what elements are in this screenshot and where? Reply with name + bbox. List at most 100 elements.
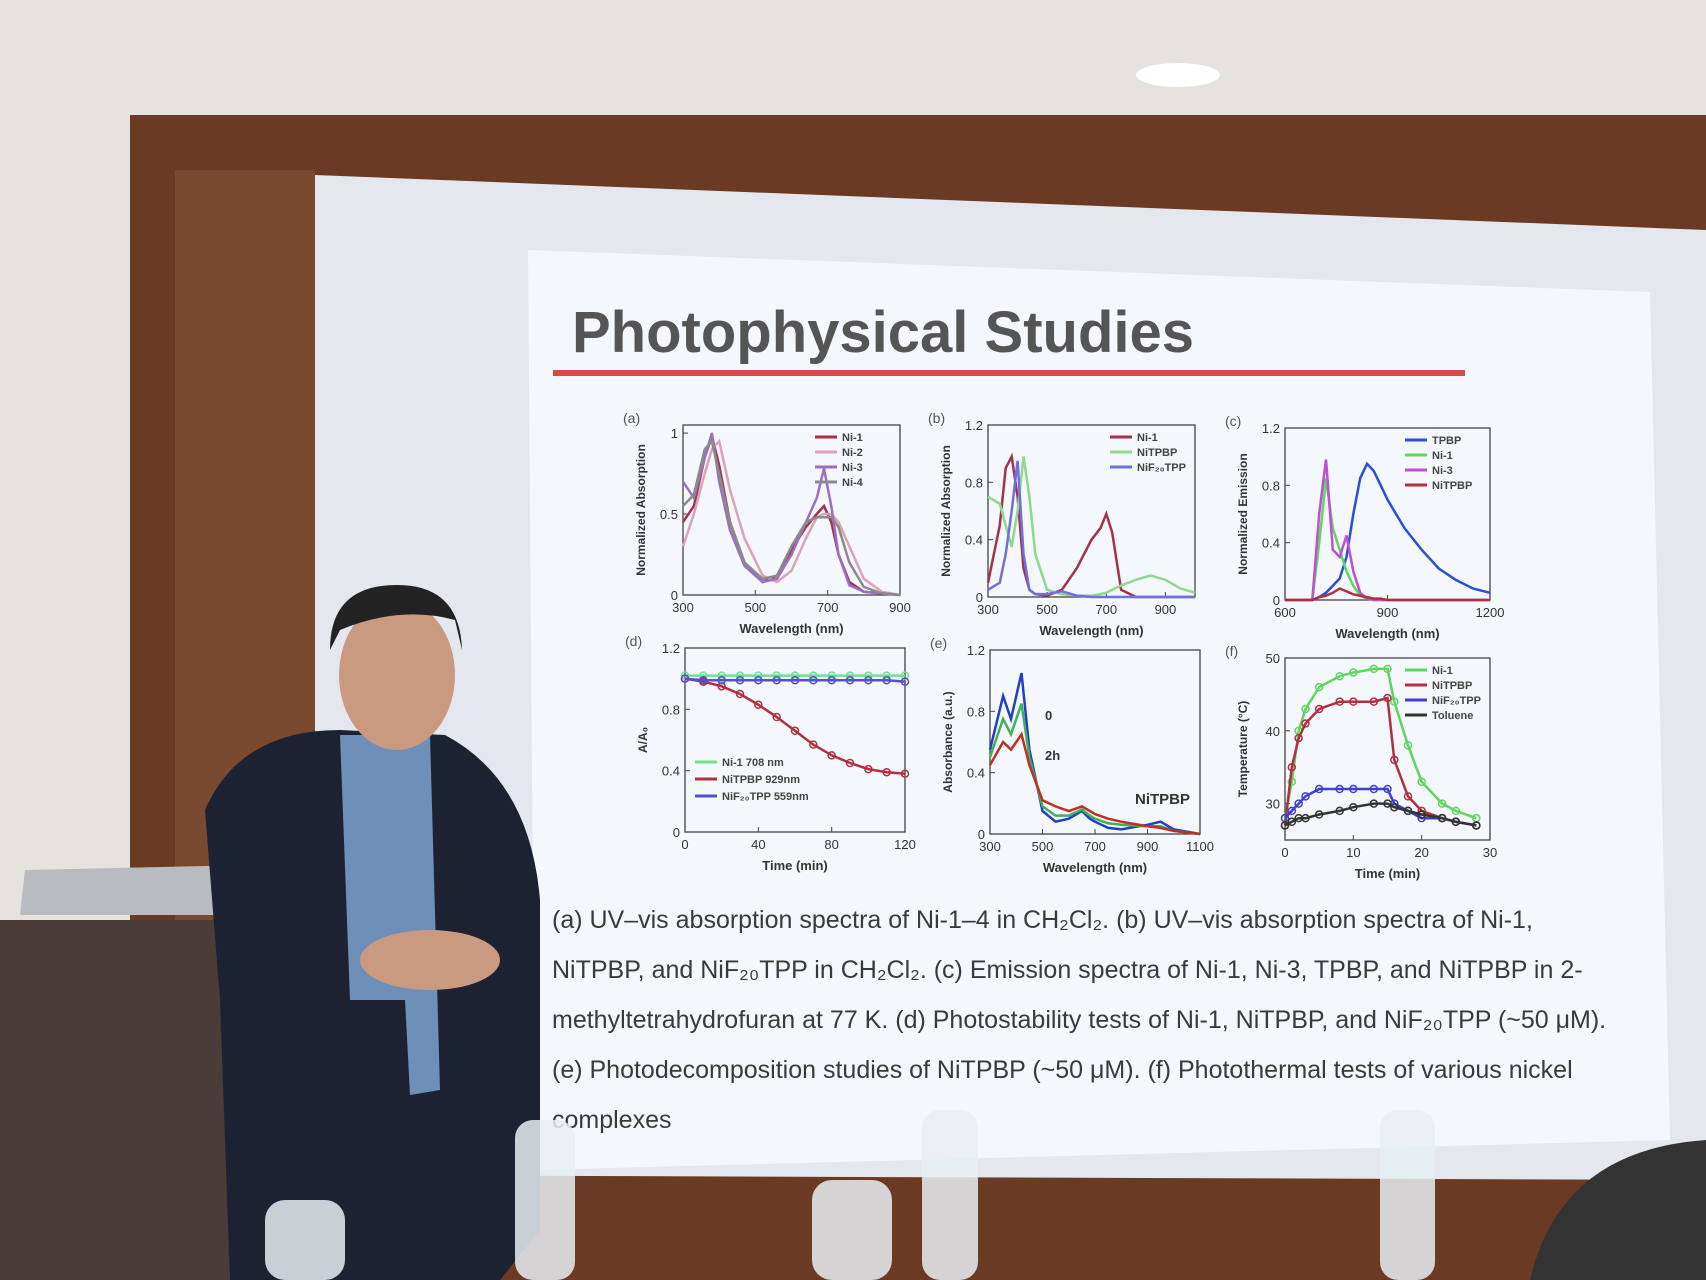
annotation: 0 bbox=[1045, 708, 1052, 723]
data-point bbox=[1390, 802, 1399, 812]
data-point bbox=[1369, 664, 1379, 674]
data-point bbox=[809, 740, 818, 749]
series-line bbox=[987, 460, 1195, 599]
data-point bbox=[1294, 733, 1303, 743]
x-axis-label: Time (min) bbox=[762, 858, 828, 873]
y-tick-label: 0.4 bbox=[965, 533, 983, 548]
series-line bbox=[1285, 461, 1491, 602]
y-tick-label: 0 bbox=[978, 827, 985, 842]
legend-label: NiTPBP 929nm bbox=[722, 774, 800, 786]
x-tick-label: 10 bbox=[1346, 845, 1360, 860]
x-tick-label: 40 bbox=[751, 837, 765, 852]
x-tick-label: 300 bbox=[979, 839, 1001, 854]
y-tick-label: 0 bbox=[673, 825, 680, 840]
data-point bbox=[1403, 792, 1413, 801]
data-point bbox=[754, 700, 763, 709]
y-axis-label: Normalized Absorption bbox=[939, 445, 953, 577]
data-point bbox=[1287, 777, 1297, 787]
legend-label: NiF₂₀TPP bbox=[1137, 462, 1186, 474]
x-tick-label: 900 bbox=[1137, 839, 1159, 854]
data-point bbox=[1287, 762, 1297, 772]
data-point bbox=[1301, 704, 1310, 714]
x-axis-label: Wavelength (nm) bbox=[1039, 623, 1143, 638]
y-tick-label: 40 bbox=[1266, 724, 1280, 739]
data-point bbox=[1472, 821, 1481, 830]
data-point bbox=[1349, 668, 1358, 677]
data-point bbox=[735, 675, 745, 685]
data-point bbox=[1369, 697, 1379, 706]
y-tick-label: 0.4 bbox=[1262, 536, 1280, 551]
panel-label: (e) bbox=[930, 635, 947, 651]
x-tick-label: 0 bbox=[1281, 845, 1288, 860]
annotation: 2h bbox=[1045, 748, 1060, 763]
data-point bbox=[772, 712, 781, 722]
legend-label: Ni-2 bbox=[842, 447, 863, 459]
data-point bbox=[1280, 821, 1290, 830]
data-point bbox=[845, 758, 855, 768]
data-point bbox=[1417, 810, 1426, 819]
y-tick-label: 1 bbox=[671, 426, 678, 441]
x-tick-label: 1100 bbox=[1186, 839, 1214, 854]
data-point bbox=[717, 675, 726, 685]
data-point bbox=[717, 682, 726, 691]
y-tick-label: 1.2 bbox=[967, 643, 985, 658]
legend-label: NiTPBP bbox=[1432, 480, 1472, 492]
data-point bbox=[1383, 784, 1392, 794]
data-point bbox=[1437, 799, 1447, 808]
data-point bbox=[1287, 817, 1297, 827]
y-tick-label: 1.2 bbox=[1262, 421, 1280, 436]
data-point bbox=[827, 675, 836, 685]
series-line bbox=[681, 438, 901, 597]
x-tick-label: 900 bbox=[1155, 602, 1177, 617]
x-tick-label: 700 bbox=[817, 600, 839, 615]
y-tick-label: 0.8 bbox=[967, 704, 985, 719]
y-axis-label: A/A₀ bbox=[636, 727, 650, 753]
data-point bbox=[1301, 792, 1310, 801]
x-tick-label: 0 bbox=[681, 837, 688, 852]
data-point bbox=[882, 767, 891, 777]
data-point bbox=[864, 764, 873, 774]
data-point bbox=[900, 677, 910, 686]
y-tick-label: 0.4 bbox=[662, 764, 680, 779]
x-tick-label: 30 bbox=[1483, 845, 1497, 860]
y-tick-label: 0.4 bbox=[967, 766, 985, 781]
y-tick-label: 1.2 bbox=[662, 641, 680, 656]
data-point bbox=[900, 769, 910, 778]
series-line bbox=[684, 677, 906, 775]
series-line bbox=[988, 731, 1201, 836]
series-line bbox=[684, 677, 906, 683]
legend-label: NiF₂₀TPP 559nm bbox=[722, 791, 809, 803]
data-point bbox=[1349, 802, 1358, 812]
x-axis-label: Wavelength (nm) bbox=[1043, 860, 1147, 875]
caption: (a) UV–vis absorption spectra of Ni-1–4 … bbox=[552, 906, 1607, 1134]
slide-title: Photophysical Studies bbox=[572, 300, 1194, 365]
data-point bbox=[1335, 671, 1344, 681]
y-tick-label: 0 bbox=[976, 590, 983, 605]
series-line bbox=[1284, 802, 1477, 827]
y-tick-label: 0 bbox=[1273, 593, 1280, 608]
data-point bbox=[1383, 799, 1392, 808]
y-tick-label: 0.8 bbox=[662, 702, 680, 717]
data-point bbox=[900, 671, 910, 680]
data-point bbox=[1349, 697, 1358, 706]
data-point bbox=[882, 675, 891, 685]
x-axis-label: Time (min) bbox=[1355, 866, 1421, 881]
data-point bbox=[1294, 799, 1303, 808]
data-point bbox=[864, 675, 873, 685]
data-point bbox=[1403, 806, 1413, 816]
x-tick-label: 300 bbox=[672, 600, 694, 615]
x-tick-label: 500 bbox=[1036, 602, 1058, 617]
data-point bbox=[1383, 693, 1392, 703]
x-tick-label: 120 bbox=[894, 837, 916, 852]
data-point bbox=[1335, 784, 1344, 794]
data-point bbox=[827, 751, 836, 760]
data-point bbox=[1417, 777, 1426, 787]
legend-label: NiTPBP bbox=[1137, 447, 1177, 459]
legend-label: Ni-3 bbox=[1432, 465, 1453, 477]
data-point bbox=[772, 675, 781, 685]
data-point bbox=[735, 689, 745, 699]
x-axis-label: Wavelength (nm) bbox=[1335, 626, 1439, 641]
data-point bbox=[1335, 697, 1344, 706]
slide bbox=[528, 250, 1670, 1170]
data-point bbox=[1314, 784, 1324, 794]
